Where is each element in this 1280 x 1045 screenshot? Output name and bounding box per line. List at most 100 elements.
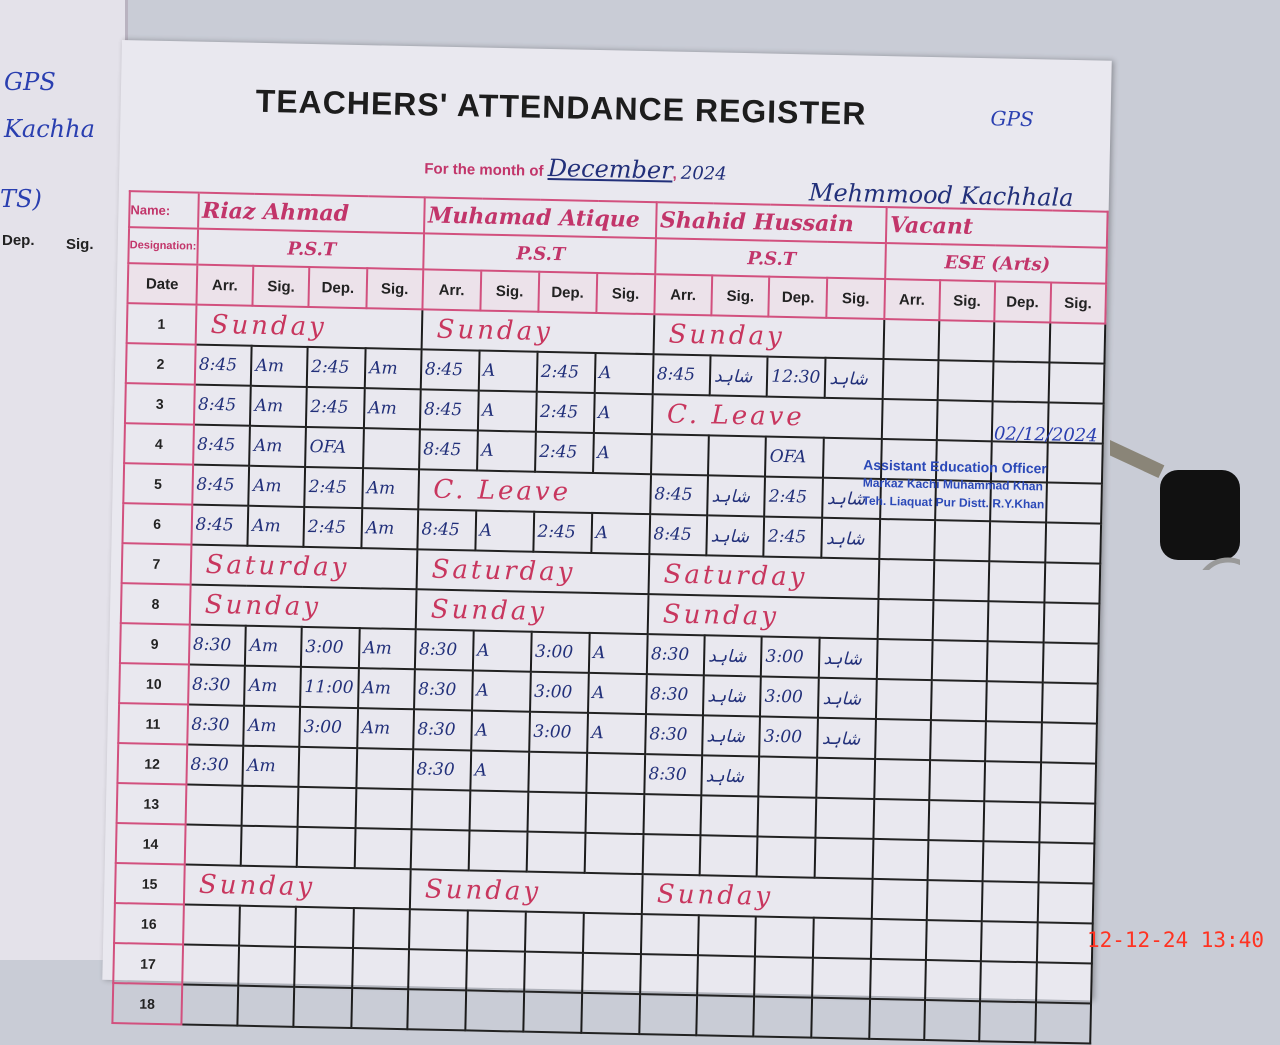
arrival-signature	[923, 1000, 980, 1042]
date-cell: 3	[124, 383, 195, 425]
arrival-time	[875, 678, 932, 721]
day-note: Saturday	[190, 544, 418, 590]
arrival-signature: Am	[251, 345, 308, 387]
departure-time	[754, 956, 814, 998]
departure-signature: A	[587, 712, 646, 755]
departure-time	[527, 791, 587, 833]
departure-time	[980, 921, 1038, 963]
column-header: Sig.	[1049, 282, 1107, 324]
arrival-time: 8:30	[187, 664, 246, 706]
date-cell: 11	[118, 703, 188, 745]
arrival-time: 8:30	[186, 704, 245, 746]
arrival-time: 8:30	[412, 749, 472, 791]
left-page-header: Sig.	[66, 236, 94, 253]
departure-time: 3:00	[760, 676, 820, 718]
teacher-name: Muhamad Atique	[423, 197, 657, 239]
arrival-time: 8:30	[413, 669, 473, 711]
arrival-signature	[241, 825, 298, 867]
car-key-icon	[1110, 440, 1240, 570]
arrival-time	[185, 784, 243, 826]
departure-signature	[1034, 1002, 1092, 1044]
teacher-name: Shahid Hussain	[655, 202, 887, 244]
arrival-signature: A	[478, 350, 538, 392]
date-cell: 6	[122, 503, 192, 545]
departure-signature: شاہد	[818, 677, 877, 719]
departure-signature	[1041, 682, 1098, 724]
departure-signature: Am	[358, 668, 415, 710]
departure-signature	[1036, 922, 1093, 964]
departure-time	[758, 756, 818, 798]
departure-signature: Am	[364, 348, 422, 390]
arrival-time	[408, 909, 468, 951]
departure-signature: A	[587, 672, 647, 715]
departure-time: OFA	[305, 426, 364, 469]
arrival-time: 8:45	[652, 354, 711, 396]
arrival-signature	[241, 785, 299, 827]
arrival-signature	[707, 435, 767, 477]
arrival-signature	[928, 760, 985, 802]
arrival-signature: A	[475, 510, 534, 552]
arrival-time	[407, 949, 467, 991]
arrival-signature	[932, 600, 989, 642]
arrival-time	[871, 878, 928, 921]
arrival-time	[184, 824, 242, 866]
departure-time	[757, 796, 817, 838]
date-cell: 16	[114, 903, 184, 945]
departure-time: 3:00	[761, 636, 821, 678]
arrival-signature	[466, 910, 526, 952]
departure-signature	[816, 757, 875, 799]
arrival-signature	[931, 640, 988, 682]
arrival-signature: A	[476, 430, 536, 472]
departure-signature	[356, 748, 413, 790]
day-note: Sunday	[189, 584, 417, 630]
day-note: Saturday	[648, 554, 879, 599]
departure-time: 2:45	[534, 431, 594, 473]
arrival-signature	[936, 400, 993, 442]
date-cell: 4	[124, 423, 194, 465]
day-note: Sunday	[409, 869, 643, 915]
arrival-signature	[933, 520, 991, 562]
departure-time	[293, 986, 353, 1029]
arrival-time	[874, 718, 931, 761]
date-cell: 7	[121, 543, 192, 585]
arrival-time: 8:30	[644, 754, 703, 796]
departure-time	[981, 881, 1039, 923]
arrival-signature	[465, 990, 524, 1032]
arrival-time	[873, 798, 929, 841]
arrival-time: 8:30	[644, 714, 703, 756]
departure-time	[979, 1001, 1036, 1043]
attendance-table: Name: Riaz Ahmad Muhamad Atique Shahid Huss…	[111, 190, 1108, 1044]
departure-time	[987, 601, 1045, 643]
arrival-signature: شاہد	[703, 635, 762, 677]
arrival-time: 8:30	[412, 709, 472, 751]
arrival-signature	[925, 920, 982, 962]
departure-time: 2:45	[303, 506, 363, 549]
departure-signature	[1042, 642, 1099, 684]
arrival-signature	[700, 795, 759, 837]
arrival-time: 8:45	[649, 474, 708, 516]
arrival-signature	[933, 560, 990, 602]
departure-signature: شاہد	[817, 717, 876, 759]
photo-timestamp: 12-12-24 13:40	[1086, 928, 1264, 952]
departure-signature: شاہد	[819, 637, 878, 679]
column-header: Dep.	[768, 276, 828, 318]
departure-signature	[1040, 722, 1097, 764]
departure-time	[296, 826, 356, 869]
departure-signature	[584, 832, 644, 875]
arrival-time	[410, 829, 470, 871]
departure-time	[523, 951, 583, 993]
day-note: Sunday	[641, 874, 873, 919]
arrival-time	[411, 789, 471, 831]
column-header: Sig.	[366, 268, 423, 310]
day-note: C. Leave	[651, 394, 883, 439]
departure-signature	[582, 952, 641, 995]
arrival-time	[639, 994, 698, 1036]
column-header: Dep.	[308, 266, 368, 309]
month-line: For the month of December, 2024	[424, 153, 727, 185]
departure-time: 3:00	[299, 706, 359, 749]
departure-signature	[1037, 882, 1094, 924]
date-cell: 10	[119, 663, 189, 705]
arrival-time: 8:45	[193, 384, 252, 426]
departure-signature: Am	[362, 468, 419, 510]
arrival-time: 8:45	[419, 389, 479, 431]
